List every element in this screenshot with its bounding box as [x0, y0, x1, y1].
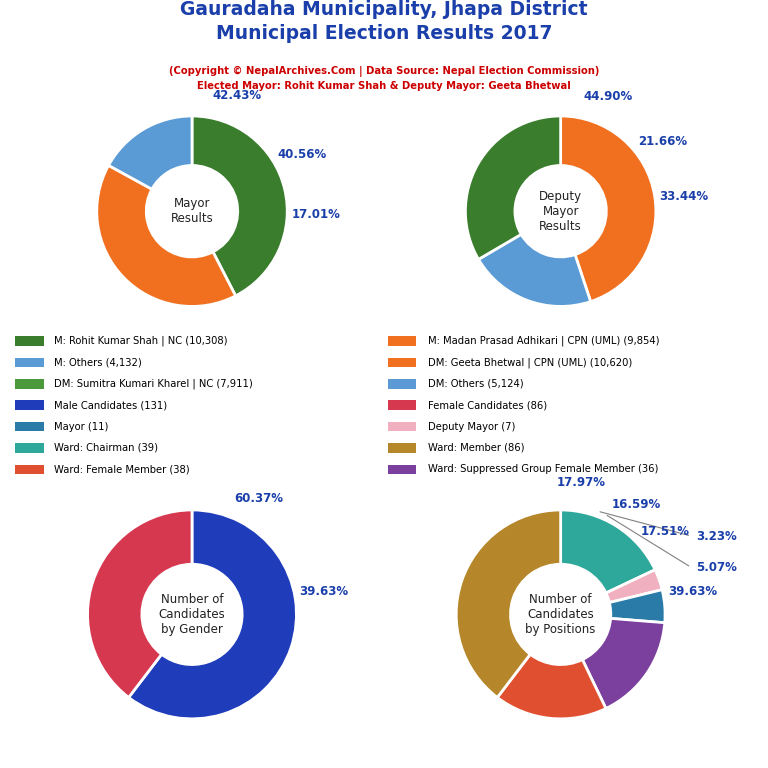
FancyBboxPatch shape: [15, 336, 44, 346]
Text: 17.51%: 17.51%: [641, 525, 690, 538]
Text: 44.90%: 44.90%: [583, 91, 633, 103]
Text: Female Candidates (86): Female Candidates (86): [428, 400, 547, 410]
FancyBboxPatch shape: [15, 443, 44, 452]
Wedge shape: [465, 116, 561, 260]
Wedge shape: [561, 510, 655, 593]
Wedge shape: [129, 510, 296, 719]
Text: Ward: Suppressed Group Female Member (36): Ward: Suppressed Group Female Member (36…: [428, 465, 658, 475]
Text: 5.07%: 5.07%: [697, 561, 737, 574]
FancyBboxPatch shape: [388, 422, 416, 432]
Wedge shape: [561, 116, 656, 302]
Text: Number of
Candidates
by Gender: Number of Candidates by Gender: [159, 593, 225, 636]
Text: 17.01%: 17.01%: [291, 208, 340, 221]
Text: Mayor
Results: Mayor Results: [170, 197, 214, 225]
Text: Ward: Member (86): Ward: Member (86): [428, 443, 524, 453]
FancyBboxPatch shape: [15, 358, 44, 367]
FancyBboxPatch shape: [388, 379, 416, 389]
Text: Deputy
Mayor
Results: Deputy Mayor Results: [539, 190, 582, 233]
FancyBboxPatch shape: [15, 379, 44, 389]
FancyBboxPatch shape: [388, 358, 416, 367]
Text: (Copyright © NepalArchives.Com | Data Source: Nepal Election Commission)
Elected: (Copyright © NepalArchives.Com | Data So…: [169, 66, 599, 91]
Wedge shape: [97, 165, 236, 306]
Text: Mayor (11): Mayor (11): [55, 422, 109, 432]
Wedge shape: [108, 116, 192, 189]
Text: DM: Sumitra Kumari Kharel | NC (7,911): DM: Sumitra Kumari Kharel | NC (7,911): [55, 379, 253, 389]
Text: 33.44%: 33.44%: [659, 190, 708, 204]
Wedge shape: [609, 590, 665, 623]
Wedge shape: [192, 116, 287, 296]
Text: 40.56%: 40.56%: [277, 148, 326, 161]
Text: 39.63%: 39.63%: [300, 585, 349, 598]
Text: DM: Others (5,124): DM: Others (5,124): [428, 379, 523, 389]
Wedge shape: [606, 570, 662, 603]
Text: Male Candidates (131): Male Candidates (131): [55, 400, 167, 410]
Text: Number of
Candidates
by Positions: Number of Candidates by Positions: [525, 593, 596, 636]
FancyBboxPatch shape: [15, 465, 44, 474]
Text: M: Rohit Kumar Shah | NC (10,308): M: Rohit Kumar Shah | NC (10,308): [55, 336, 228, 346]
FancyBboxPatch shape: [388, 336, 416, 346]
Wedge shape: [88, 510, 192, 697]
Text: 3.23%: 3.23%: [697, 530, 737, 542]
Text: 17.97%: 17.97%: [557, 476, 606, 489]
Wedge shape: [456, 510, 561, 697]
Text: 60.37%: 60.37%: [235, 492, 283, 505]
FancyBboxPatch shape: [388, 443, 416, 452]
Text: Ward: Female Member (38): Ward: Female Member (38): [55, 465, 190, 475]
Wedge shape: [498, 654, 606, 719]
FancyBboxPatch shape: [388, 465, 416, 474]
Text: Deputy Mayor (7): Deputy Mayor (7): [428, 422, 515, 432]
Text: 39.63%: 39.63%: [668, 585, 717, 598]
Wedge shape: [478, 234, 591, 306]
Text: M: Madan Prasad Adhikari | CPN (UML) (9,854): M: Madan Prasad Adhikari | CPN (UML) (9,…: [428, 336, 659, 346]
Text: Gauradaha Municipality, Jhapa District
Municipal Election Results 2017: Gauradaha Municipality, Jhapa District M…: [180, 0, 588, 43]
Wedge shape: [582, 618, 665, 709]
Text: DM: Geeta Bhetwal | CPN (UML) (10,620): DM: Geeta Bhetwal | CPN (UML) (10,620): [428, 357, 632, 368]
FancyBboxPatch shape: [388, 400, 416, 410]
Text: 42.43%: 42.43%: [212, 89, 261, 102]
FancyBboxPatch shape: [15, 400, 44, 410]
Text: 16.59%: 16.59%: [612, 498, 661, 511]
Text: 21.66%: 21.66%: [638, 135, 687, 148]
FancyBboxPatch shape: [15, 422, 44, 432]
Text: Ward: Chairman (39): Ward: Chairman (39): [55, 443, 158, 453]
Text: M: Others (4,132): M: Others (4,132): [55, 357, 142, 367]
